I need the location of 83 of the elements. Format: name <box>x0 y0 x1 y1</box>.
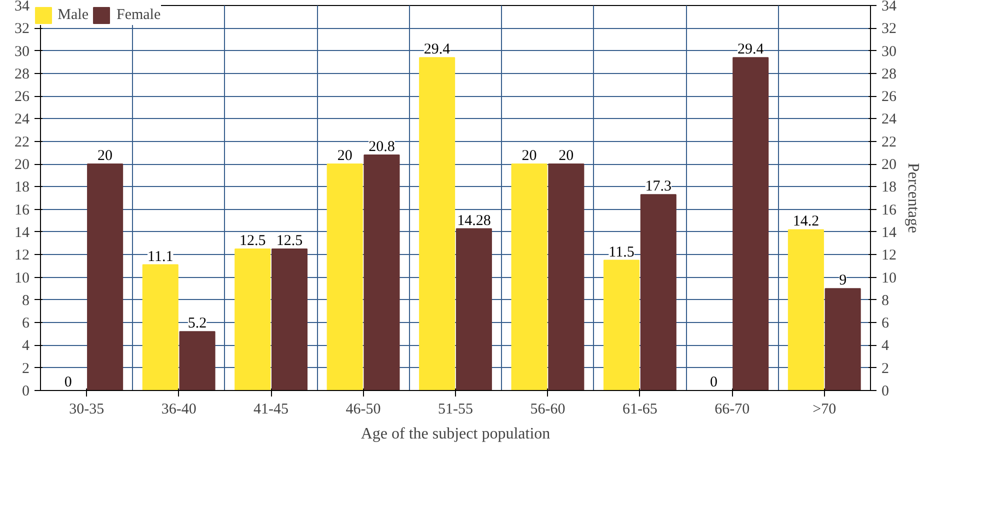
y2-tick-label: 34 <box>882 0 897 14</box>
y-tick-label: 26 <box>14 89 30 106</box>
x-tick-label: 56-60 <box>530 402 566 418</box>
y-tick-label: 32 <box>14 21 30 38</box>
data-label: 14.2 <box>792 214 820 230</box>
data-label: 20 <box>337 148 352 164</box>
y-tick-label: 34 <box>14 0 30 14</box>
y-tick-label: 8 <box>22 292 30 309</box>
bar <box>788 229 824 390</box>
x-tick-label: >70 <box>812 402 836 418</box>
y2-tick-label: 28 <box>882 66 896 82</box>
data-label: 0 <box>710 374 718 390</box>
y-tick-label: 28 <box>14 66 30 82</box>
x-tick-label: 66-70 <box>714 402 750 418</box>
y2-tick-label: 2 <box>882 360 889 377</box>
x-tick-label: 51-55 <box>438 402 473 418</box>
legend-label: Female <box>116 6 161 24</box>
y2-tick-label: 12 <box>882 248 896 264</box>
data-label: 29.4 <box>424 42 451 58</box>
y2-tick-label: 22 <box>882 134 896 150</box>
y-tick-label: 22 <box>14 134 30 150</box>
y2-tick-label: 20 <box>882 157 896 174</box>
bar <box>364 154 400 390</box>
y-tick-label: 12 <box>14 248 30 264</box>
y-tick-label: 30 <box>14 44 30 60</box>
y-tick-label: 24 <box>14 112 30 128</box>
data-label: 5.2 <box>188 316 207 332</box>
y-tick-label: 16 <box>14 202 30 218</box>
x-tick-label: 30-35 <box>69 402 104 418</box>
data-label: 11.5 <box>608 244 634 260</box>
y-tick-label: 10 <box>14 270 30 286</box>
y2-tick-label: 30 <box>882 44 896 60</box>
bar <box>271 248 308 390</box>
y2-tick-label: 16 <box>882 202 897 218</box>
data-label: 14.28 <box>457 212 491 229</box>
data-label: 20 <box>558 148 574 164</box>
data-label: 9 <box>839 272 847 289</box>
y-tick-label: 0 <box>22 384 30 400</box>
y2-tick-label: 18 <box>882 180 896 196</box>
x-tick-label: 46-50 <box>346 402 381 418</box>
bar <box>456 228 492 390</box>
x-axis-title: Age of the subject population <box>360 426 550 442</box>
data-label: 20 <box>522 148 537 164</box>
legend-label: Male <box>58 6 88 24</box>
data-label: 12.5 <box>239 232 266 249</box>
data-label: 29.4 <box>737 42 764 58</box>
y-tick-label: 14 <box>14 224 30 241</box>
bar <box>640 194 676 390</box>
bar <box>142 264 178 390</box>
y2-axis-title: Percentage <box>904 162 922 234</box>
bar <box>326 164 363 390</box>
y-tick-label: 20 <box>14 157 30 174</box>
bar <box>548 164 584 390</box>
y2-tick-label: 0 <box>882 384 889 400</box>
data-label: 17.3 <box>645 178 672 195</box>
y-tick-label: 2 <box>22 360 30 377</box>
y2-tick-label: 32 <box>882 21 896 38</box>
x-tick-label: 41-45 <box>254 402 289 418</box>
y2-tick-label: 4 <box>882 338 890 354</box>
y-tick-label: 4 <box>22 338 30 354</box>
data-label: 12.5 <box>276 232 303 249</box>
x-tick-label: 61-65 <box>622 402 658 418</box>
y2-tick-label: 10 <box>882 270 896 286</box>
y-tick-label: 6 <box>22 316 30 332</box>
bar <box>419 57 456 390</box>
bar <box>511 164 548 390</box>
x-tick-label: 36-40 <box>161 402 196 418</box>
bar <box>179 331 216 390</box>
bar <box>824 288 861 390</box>
y2-tick-label: 24 <box>882 112 897 128</box>
y2-tick-label: 8 <box>882 292 889 309</box>
y2-tick-label: 26 <box>882 89 897 106</box>
y2-tick-label: 6 <box>882 316 890 332</box>
data-label: 20.8 <box>368 138 395 155</box>
y-tick-label: 18 <box>14 180 30 196</box>
bar <box>87 164 124 390</box>
data-label: 11.1 <box>148 248 174 265</box>
data-label: 0 <box>64 374 72 390</box>
data-label: 20 <box>98 148 113 164</box>
bar <box>732 57 769 390</box>
y2-tick-label: 14 <box>882 224 897 241</box>
bar <box>234 248 271 390</box>
bar <box>603 260 640 390</box>
